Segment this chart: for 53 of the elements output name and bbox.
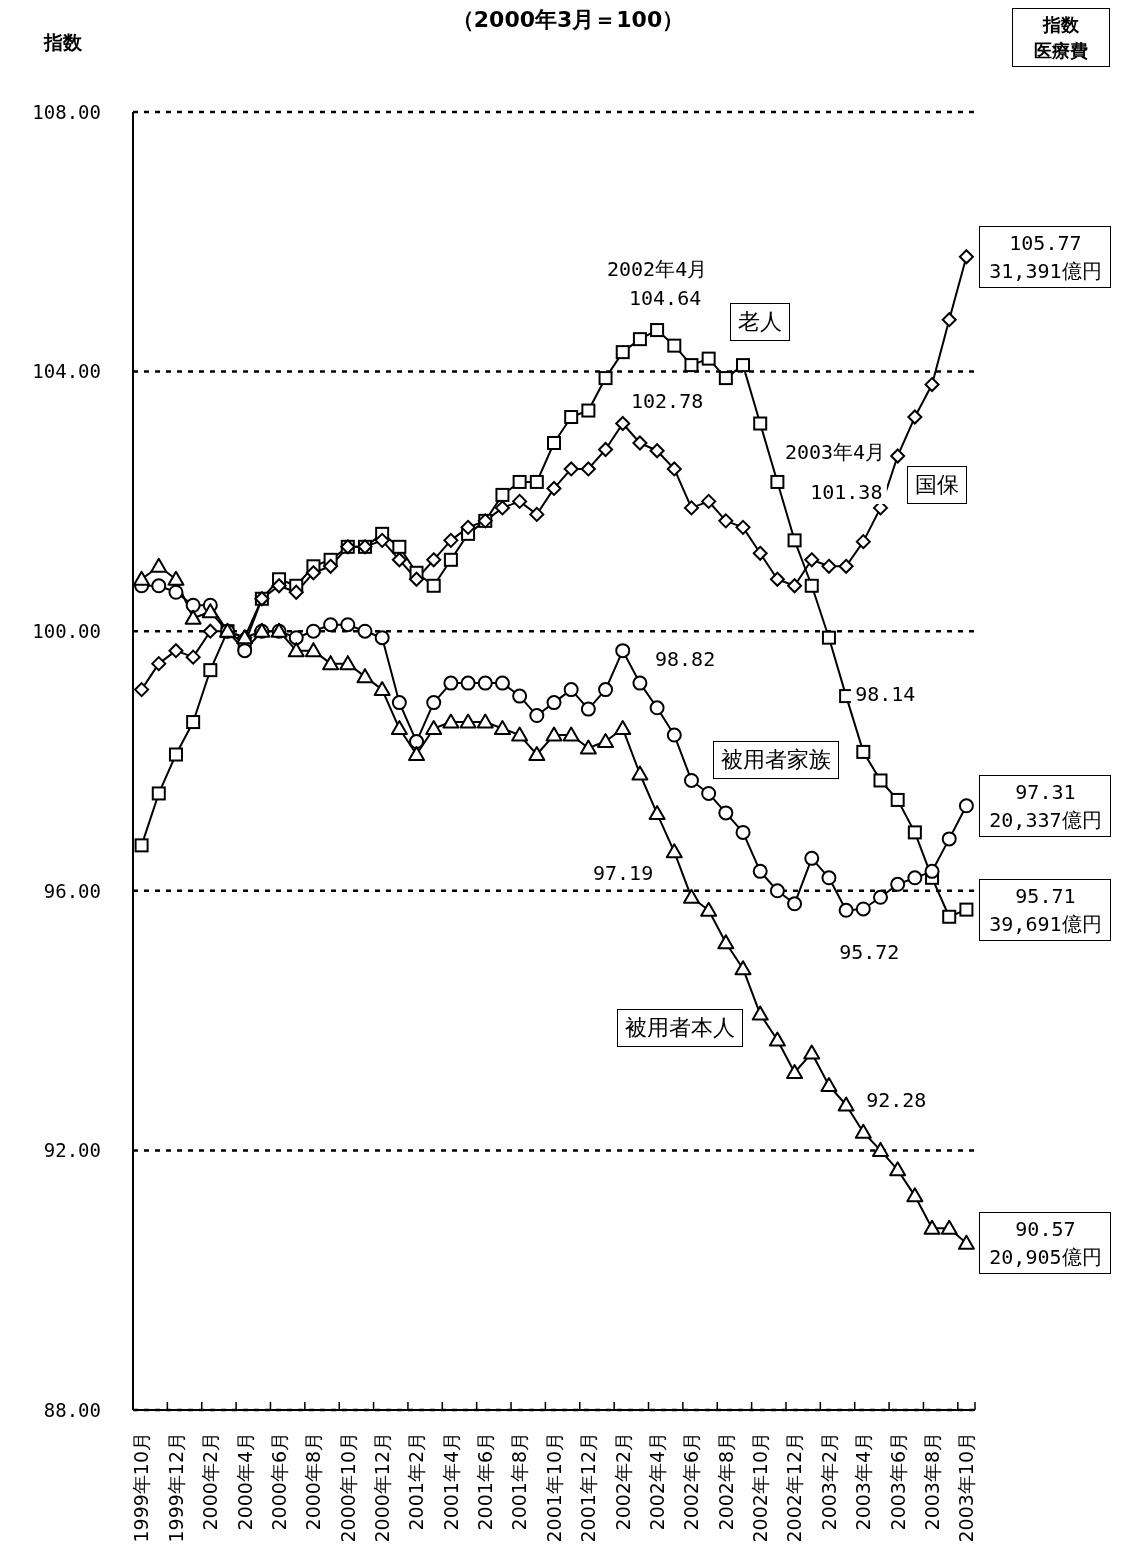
x-tick-label: 2001年6月	[474, 1432, 497, 1531]
y-tick-label: 100.00	[32, 620, 101, 643]
annotation: 98.82	[654, 646, 716, 671]
x-tick-label: 2003年8月	[920, 1432, 943, 1531]
y-tick-label: 108.00	[32, 100, 101, 123]
y-tick-label: 92.00	[43, 1139, 101, 1162]
x-tick-label: 2002年6月	[680, 1432, 703, 1531]
annotation: 95.72	[839, 939, 900, 964]
y-tick-label: 96.00	[43, 879, 101, 902]
x-tick-label: 2002年2月	[611, 1432, 634, 1531]
x-tick-label: 2003年2月	[817, 1432, 840, 1531]
y-axis-title: 指数	[44, 30, 82, 55]
x-tick-label: 2000年2月	[199, 1432, 222, 1531]
x-tick-label: 2003年10月	[955, 1432, 978, 1543]
annotation: 105.77 31,391億円	[980, 228, 1111, 285]
annotation: 101.38	[810, 479, 883, 504]
y-tick-label: 104.00	[32, 360, 101, 383]
annotation: 95.71 39,691億円	[980, 881, 1111, 938]
x-tick-label: 2003年4月	[852, 1432, 875, 1531]
series-label: 国保	[907, 466, 967, 504]
series-label: 被用者家族	[713, 741, 839, 779]
x-tick-label: 2000年12月	[371, 1432, 393, 1543]
x-tick-label: 2003年6月	[886, 1432, 909, 1531]
annotation: 97.19	[592, 860, 654, 885]
x-tick-label: 2000年6月	[267, 1432, 290, 1531]
annotation: 90.57 20,905億円	[980, 1215, 1111, 1272]
annotation: 92.28	[866, 1088, 927, 1113]
annotation: 97.31 20,337億円	[980, 777, 1111, 834]
annotation: 98.14	[855, 681, 916, 706]
x-tick-label: 2002年10月	[749, 1432, 772, 1543]
x-tick-label: 2002年4月	[645, 1432, 668, 1531]
x-tick-label: 2001年2月	[405, 1432, 428, 1531]
x-tick-label: 2000年4月	[233, 1432, 256, 1531]
x-tick-label: 1999年10月	[130, 1432, 153, 1543]
y-tick-label: 88.00	[43, 1398, 101, 1421]
x-tick-label: 1999年12月	[164, 1432, 187, 1543]
series-label: 老人	[730, 303, 790, 341]
x-tick-label: 2001年10月	[542, 1432, 565, 1543]
x-tick-label: 2000年10月	[336, 1432, 359, 1543]
x-tick-label: 2002年8月	[714, 1432, 737, 1531]
x-tick-label: 2000年8月	[302, 1432, 325, 1531]
x-tick-label: 2002年12月	[783, 1432, 806, 1543]
annotation: 2003年4月	[784, 440, 886, 464]
text: 医療費	[1013, 37, 1109, 64]
series-label: 被用者本人	[617, 1009, 743, 1047]
chart-title: （2000年3月＝100）	[450, 6, 686, 34]
x-tick-label: 2001年12月	[577, 1432, 600, 1543]
annotation: 2002年4月	[606, 257, 708, 282]
x-tick-label: 2001年8月	[508, 1432, 531, 1531]
text: 指数	[1013, 11, 1109, 38]
annotation: 102.78	[630, 388, 704, 413]
x-tick-label: 2001年4月	[439, 1432, 462, 1531]
annotation: 104.64	[628, 286, 702, 311]
